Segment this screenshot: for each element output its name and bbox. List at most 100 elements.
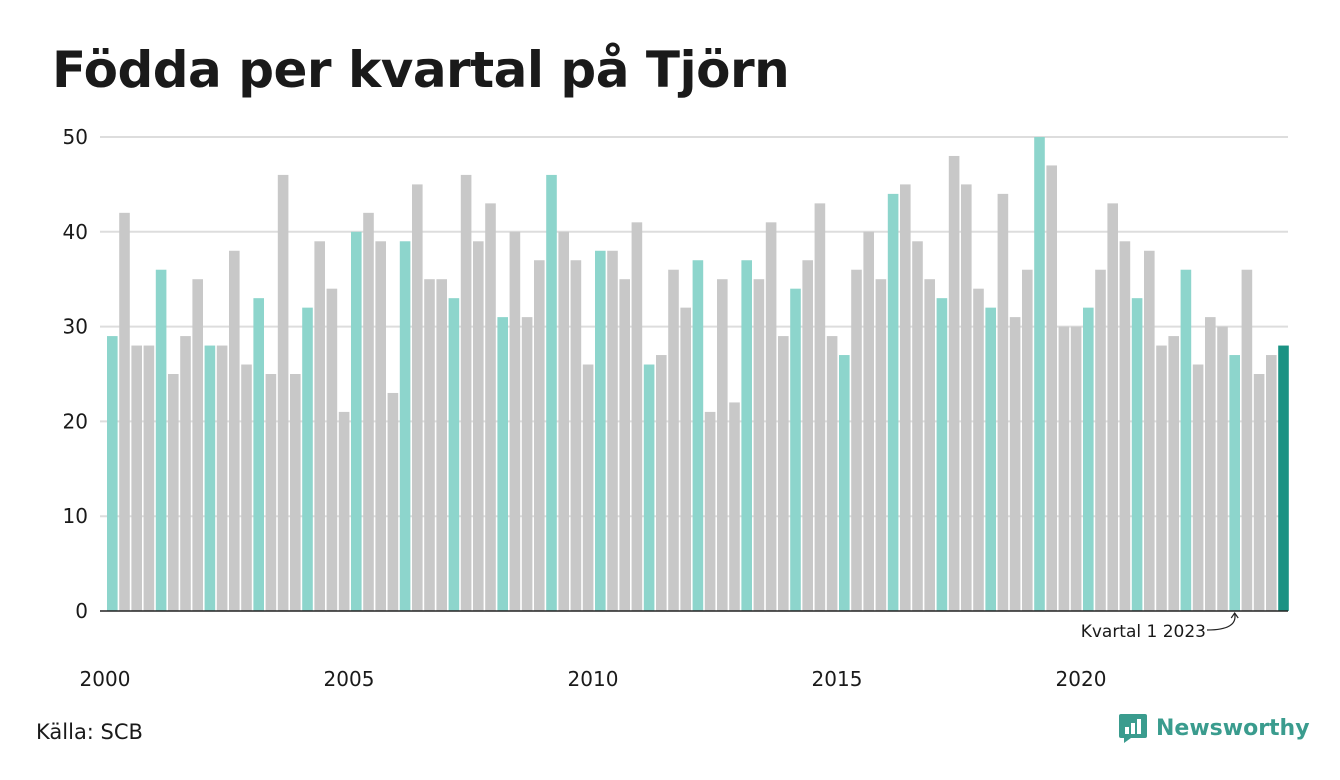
bar: 2001 K1 [155, 269, 167, 611]
y-tick-label: 0 [75, 599, 88, 623]
bar: 2021 K3 [1156, 345, 1167, 611]
bar: 2014 K3 [814, 203, 826, 612]
y-tick-label: 50 [63, 125, 88, 149]
bar: 2023 K1 [1229, 355, 1240, 611]
x-tick-label: 2005 [324, 667, 375, 691]
bar: 2019 K1 [1034, 137, 1045, 611]
bar: 2010 K2 [607, 250, 618, 611]
bar: 2017 K1 [936, 298, 948, 611]
bar: 2005 K3 [375, 241, 386, 611]
bar: 2002 K4 [241, 364, 252, 611]
bar: 2007 K2 [460, 174, 472, 612]
y-tick-label: 40 [63, 220, 88, 244]
bar: 2015 K4 [875, 279, 887, 611]
bar: 2018 K4 [1022, 269, 1033, 611]
bar: 2018 K1 [985, 307, 996, 611]
bar: 2017 K2 [948, 155, 960, 611]
bar: 2011 K3 [668, 269, 679, 611]
bar: 2016 K4 [924, 279, 935, 611]
bar: 2005 K2 [363, 212, 374, 611]
bar: 2009 K2 [558, 231, 569, 612]
bar: 2012 K2 [704, 411, 716, 611]
bar: 2010 K1 [595, 250, 606, 611]
bar: 2021 K2 [1144, 250, 1155, 611]
bar: 2004 K4 [338, 411, 350, 611]
bar: 2011 K1 [643, 364, 655, 611]
bar: 2015 K1 [839, 355, 850, 611]
bar: 2019 K3 [1058, 326, 1070, 611]
bar: 2000 K1 [107, 336, 118, 611]
bar: 2004 K2 [314, 241, 325, 611]
bar: 2019 K4 [1070, 326, 1082, 611]
bar: 2004 K1 [302, 307, 313, 611]
bar: 2009 K4 [582, 364, 594, 611]
bar: 2002 K2 [216, 345, 228, 611]
newsworthy-logo-icon [1119, 714, 1147, 743]
bar: 2000 K2 [119, 212, 130, 611]
bar [1241, 269, 1253, 611]
bar: 2006 K2 [412, 184, 423, 611]
bar: 2002 K3 [229, 250, 240, 611]
bar: 2007 K3 [473, 241, 484, 611]
bar: 2008 K4 [534, 260, 545, 611]
source-note: Källa: SCB [36, 720, 143, 744]
bar: 2007 K1 [448, 298, 460, 611]
x-tick-label: 2000 [80, 667, 131, 691]
x-tick-label: 2020 [1056, 667, 1107, 691]
axes: 0 10 20 30 40 50 2000 2005 2010 2015 2020 [63, 125, 1288, 691]
bar: 2006 K4 [436, 279, 447, 611]
bar: 2012 K3 [717, 279, 728, 611]
bar: 2003 K2 [265, 374, 277, 611]
bar: 2021 K1 [1131, 298, 1143, 611]
bar: 2015 K2 [851, 269, 862, 611]
bar: 2022 K3 [1205, 317, 1216, 611]
x-tick-label: 2010 [568, 667, 619, 691]
bar: 2003 K1 [253, 298, 264, 611]
bar: 2014 K2 [802, 260, 813, 611]
chart-title: Födda per kvartal på Tjörn [52, 41, 790, 99]
bar: 2018 K3 [1009, 317, 1021, 611]
bar [1266, 355, 1277, 611]
bar: 2020 K3 [1107, 203, 1118, 612]
bar: 2015 K3 [863, 231, 874, 612]
bar: 2004 K3 [326, 288, 338, 611]
bar: 2001 K3 [180, 336, 191, 611]
bar: 2000 K4 [143, 345, 155, 611]
y-tick-label: 30 [63, 315, 88, 339]
bar: 2013 K2 [753, 279, 765, 611]
bar: 2006 K1 [399, 241, 411, 611]
bar: 2009 K1 [546, 174, 557, 612]
bar: 2008 K3 [521, 317, 533, 611]
annotation-label: Kvartal 1 2023 [1081, 622, 1206, 642]
bar: 2020 K4 [1119, 241, 1131, 611]
bar: 2022 K4 [1217, 326, 1228, 611]
bar: 2019 K2 [1046, 165, 1057, 611]
bar: 2002 K1 [204, 345, 216, 611]
bar: 2010 K4 [631, 222, 643, 611]
bars: 2000 K12000 K22000 K32000 K42001 K12001 … [107, 137, 1289, 612]
bar: 2018 K2 [997, 193, 1009, 611]
bar: 2009 K3 [570, 260, 582, 611]
bar [1278, 345, 1289, 611]
bar: 2017 K4 [973, 288, 984, 611]
bar: 2022 K2 [1192, 364, 1204, 611]
bar-chart: 2000 K12000 K22000 K32000 K42001 K12001 … [63, 125, 1289, 691]
bar: 2010 K3 [619, 279, 630, 611]
bar: 2005 K1 [351, 231, 362, 612]
bar: 2017 K3 [961, 184, 972, 611]
bar: 2006 K3 [424, 279, 435, 611]
annotation: Kvartal 1 2023 [1081, 611, 1239, 642]
y-tick-label: 10 [63, 504, 88, 528]
bar: 2001 K2 [168, 374, 179, 611]
bar: 2021 K4 [1168, 336, 1179, 611]
bar: 2013 K3 [765, 222, 777, 611]
annotation-arrow [1206, 613, 1236, 631]
bar: 2005 K4 [387, 392, 399, 611]
brand-name: Newsworthy [1156, 715, 1310, 741]
x-tick-label: 2015 [812, 667, 863, 691]
bar: 2011 K4 [680, 307, 691, 611]
bar: 2003 K3 [277, 174, 289, 612]
bar: 2001 K4 [192, 279, 203, 611]
bar: 2012 K1 [692, 260, 704, 611]
bar: 2007 K4 [485, 203, 496, 612]
